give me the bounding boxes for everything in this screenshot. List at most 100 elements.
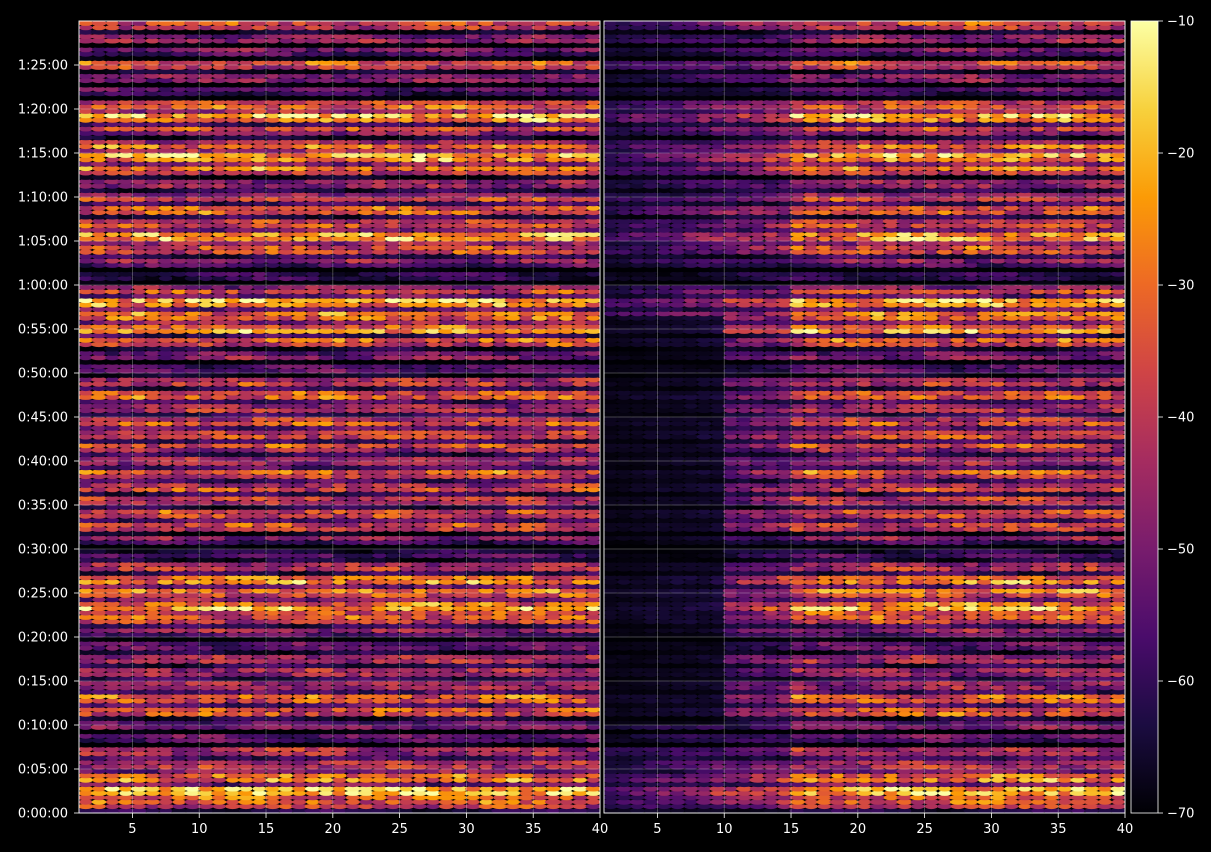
heatmap-cell <box>212 662 227 669</box>
heatmap-cell <box>145 698 160 704</box>
heatmap-cell <box>130 680 148 686</box>
heatmap-cell <box>585 733 600 739</box>
heatmap-cell <box>225 799 240 805</box>
heatmap-cell <box>479 654 494 660</box>
heatmap-cell <box>79 781 94 788</box>
heatmap-cell <box>559 803 575 810</box>
heatmap-cell <box>104 680 120 686</box>
heatmap-cell <box>399 733 414 739</box>
heatmap-cell <box>386 750 400 757</box>
heatmap-cell <box>170 728 188 735</box>
heatmap-cell <box>79 662 94 669</box>
heatmap-cell <box>79 702 94 708</box>
heatmap-cell <box>145 737 160 744</box>
heatmap-cell <box>211 794 227 801</box>
heatmap-cell <box>572 676 588 682</box>
heatmap-cell <box>278 781 294 788</box>
heatmap-cell <box>424 689 442 695</box>
heatmap-cell <box>319 790 334 796</box>
heatmap-cell <box>491 772 508 779</box>
heatmap-cell <box>572 684 588 691</box>
heatmap-cell <box>266 777 280 783</box>
heatmap-cell <box>291 720 307 726</box>
heatmap-cell <box>332 702 347 708</box>
heatmap-cell <box>211 671 228 678</box>
heatmap-cell <box>197 667 215 673</box>
heatmap-cell <box>346 706 360 713</box>
heatmap-cell <box>158 799 173 805</box>
heatmap-cell <box>358 786 374 792</box>
heatmap-cell <box>505 750 521 757</box>
heatmap-cell <box>225 803 241 810</box>
heatmap-cell <box>479 706 494 713</box>
heatmap-cell <box>504 746 522 752</box>
heatmap-cell <box>79 711 94 717</box>
heatmap-cell <box>359 794 374 801</box>
heatmap-cell <box>266 680 280 686</box>
heatmap-cell <box>277 645 295 651</box>
heatmap-cell <box>478 728 495 735</box>
heatmap-cell <box>545 750 561 757</box>
heatmap-cell <box>79 698 94 704</box>
heatmap-cell <box>345 724 360 730</box>
heatmap-cell <box>371 808 389 813</box>
heatmap-cell <box>105 803 120 810</box>
heatmap-cell <box>371 755 388 761</box>
heatmap-cell <box>290 803 308 810</box>
heatmap-cell <box>424 715 442 722</box>
heatmap-cell <box>412 750 427 757</box>
heatmap-cell <box>317 662 335 669</box>
heatmap-cell <box>118 680 133 686</box>
heatmap-cell <box>425 790 441 796</box>
heatmap-cell <box>358 742 375 748</box>
heatmap-cell <box>345 768 361 774</box>
heatmap-cell <box>119 786 133 792</box>
heatmap-cell <box>438 698 455 704</box>
heatmap-cell <box>544 799 562 805</box>
heatmap-cell <box>532 684 547 691</box>
heatmap-cell <box>144 702 161 708</box>
heatmap-cell <box>545 671 561 678</box>
heatmap-cell <box>118 781 134 788</box>
heatmap-cell <box>492 768 507 774</box>
heatmap-cell <box>464 645 482 651</box>
heatmap-cell <box>279 693 293 700</box>
heatmap-cell <box>238 693 254 700</box>
heatmap-cell <box>184 645 201 651</box>
heatmap-cell <box>345 702 361 708</box>
heatmap-cell <box>118 772 134 779</box>
heatmap-cell <box>413 680 427 686</box>
heatmap-cell <box>331 759 348 766</box>
heatmap-cell <box>573 706 587 713</box>
heatmap-cell <box>384 658 402 664</box>
heatmap-cell <box>317 693 335 700</box>
heatmap-cell <box>372 794 387 801</box>
heatmap-cell <box>79 720 94 726</box>
heatmap-cell <box>251 645 267 651</box>
heatmap-cell <box>332 698 347 704</box>
heatmap-cell <box>386 768 400 774</box>
heatmap-cell <box>158 733 174 739</box>
heatmap-cell <box>531 680 549 686</box>
heatmap-cell <box>385 764 401 770</box>
heatmap-cell <box>198 680 214 686</box>
heatmap-cell <box>91 680 107 686</box>
heatmap-cell <box>251 737 267 744</box>
heatmap-cell <box>344 676 361 682</box>
heatmap-cell <box>157 676 174 682</box>
heatmap-cell <box>479 680 494 686</box>
heatmap-cell <box>158 671 174 678</box>
heatmap-cell <box>224 649 241 656</box>
heatmap-cell <box>545 786 561 792</box>
heatmap-cell <box>572 711 588 717</box>
heatmap-cell <box>532 790 548 796</box>
heatmap-cell <box>292 715 307 722</box>
heatmap-cell <box>158 772 174 779</box>
heatmap-cell <box>466 768 480 774</box>
heatmap-cell <box>292 759 307 766</box>
heatmap-cell <box>558 711 575 717</box>
heatmap-cell <box>145 667 160 673</box>
heatmap-cell <box>411 764 428 770</box>
heatmap-cell <box>305 786 321 792</box>
heatmap-cell <box>357 808 375 813</box>
